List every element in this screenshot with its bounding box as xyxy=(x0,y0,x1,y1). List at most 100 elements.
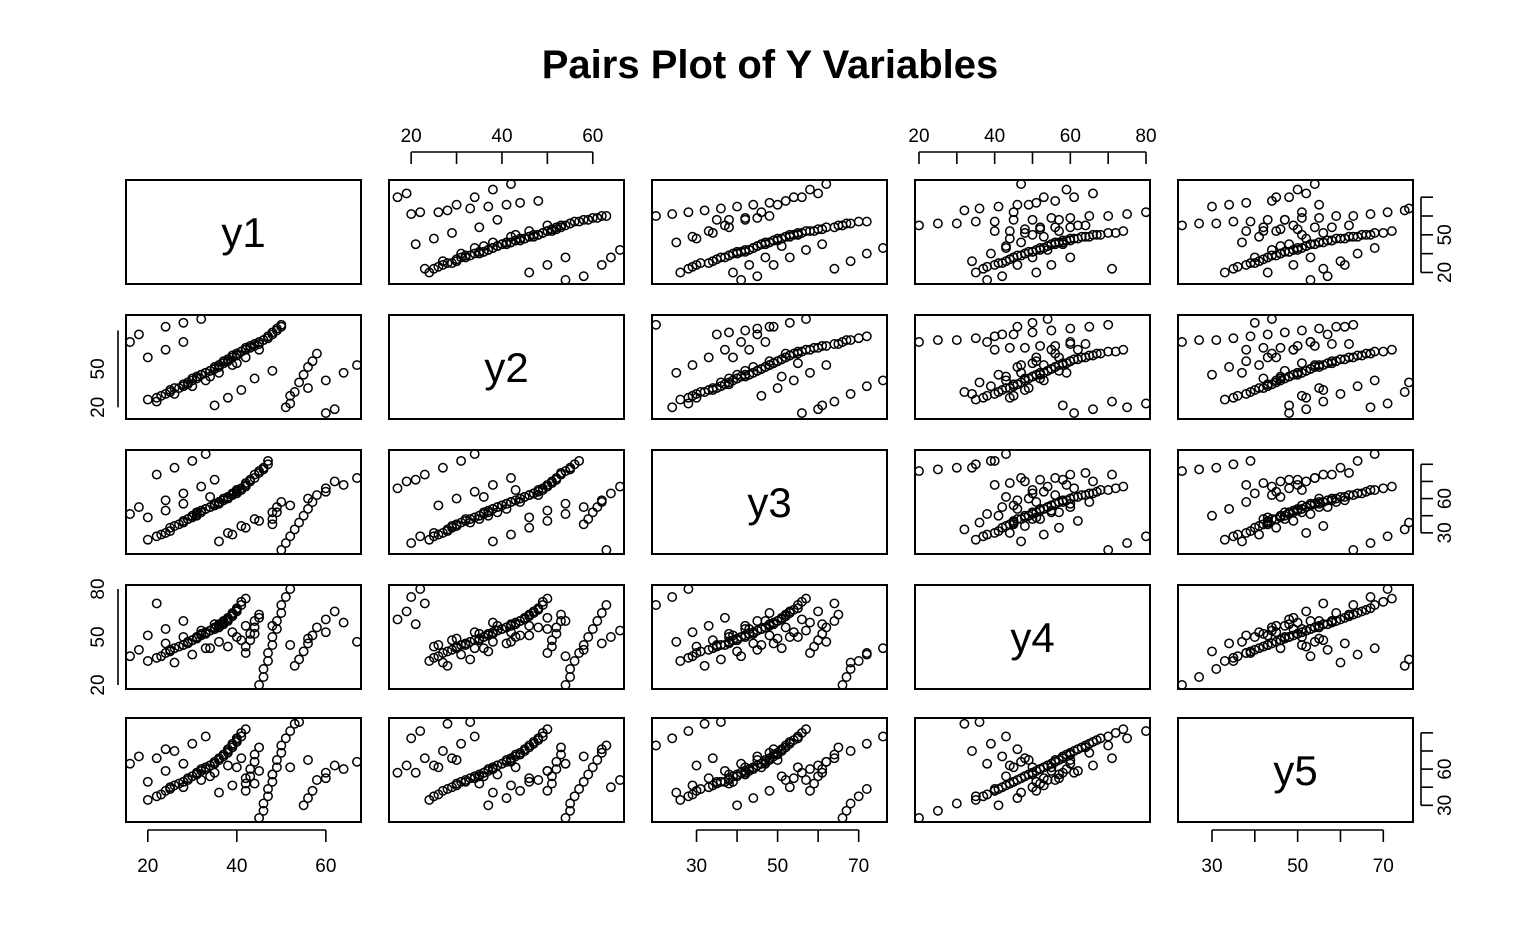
data-point xyxy=(1016,787,1027,798)
data-point xyxy=(736,758,747,769)
data-point xyxy=(1382,584,1393,594)
data-point xyxy=(853,333,864,344)
data-point xyxy=(200,731,211,742)
data-point xyxy=(1301,606,1312,617)
data-point xyxy=(1369,243,1380,253)
data-point xyxy=(320,767,331,778)
data-point xyxy=(196,775,207,785)
data-point xyxy=(307,785,318,796)
data-point xyxy=(565,218,576,229)
data-point xyxy=(1023,493,1034,504)
data-point xyxy=(1027,358,1038,369)
data-point xyxy=(1122,538,1133,549)
data-point xyxy=(1305,651,1316,662)
data-point xyxy=(240,342,251,353)
tick-label: 30 xyxy=(1435,522,1456,543)
data-point xyxy=(151,396,162,407)
data-point xyxy=(780,195,791,206)
data-point xyxy=(249,622,260,633)
data-point xyxy=(483,201,494,212)
data-point xyxy=(1279,327,1290,338)
data-point xyxy=(736,275,747,285)
data-point xyxy=(1046,259,1057,270)
data-point xyxy=(245,771,256,782)
data-point xyxy=(506,529,516,540)
data-point xyxy=(465,250,476,261)
data-point xyxy=(1031,512,1042,523)
data-point xyxy=(415,207,426,218)
data-point xyxy=(492,625,503,636)
data-point xyxy=(227,360,238,371)
data-point xyxy=(1301,404,1312,415)
data-point xyxy=(487,636,498,647)
data-point xyxy=(1008,329,1019,340)
data-point xyxy=(1314,199,1325,210)
data-point xyxy=(487,184,498,195)
data-point xyxy=(1275,241,1286,252)
data-point xyxy=(263,459,273,470)
data-point xyxy=(715,377,726,388)
data-point xyxy=(437,657,448,668)
data-point xyxy=(469,192,480,203)
data-point xyxy=(469,449,480,459)
data-point xyxy=(583,632,594,642)
data-point xyxy=(699,205,710,216)
data-point xyxy=(592,212,603,223)
data-point xyxy=(451,755,462,765)
data-point xyxy=(1339,638,1350,649)
data-point xyxy=(524,776,535,787)
data-point xyxy=(187,649,198,660)
data-point xyxy=(970,333,981,344)
data-point xyxy=(419,469,430,480)
data-point xyxy=(352,473,362,483)
data-point xyxy=(249,749,260,760)
data-point xyxy=(845,657,856,668)
data-point xyxy=(222,641,233,652)
data-point xyxy=(914,337,924,347)
data-point xyxy=(276,608,287,618)
data-point xyxy=(1322,271,1333,282)
data-point xyxy=(574,784,585,794)
data-point xyxy=(451,493,462,504)
data-point xyxy=(772,199,783,210)
data-point xyxy=(756,207,767,218)
data-point xyxy=(515,497,526,507)
data-point xyxy=(1301,641,1312,652)
data-point xyxy=(691,392,702,403)
data-point xyxy=(792,762,803,773)
panel-frame xyxy=(1177,179,1414,285)
data-point xyxy=(1382,207,1393,218)
data-point xyxy=(469,773,480,784)
data-point xyxy=(406,592,417,602)
data-point xyxy=(1065,469,1076,480)
data-point xyxy=(985,381,996,392)
data-point xyxy=(817,340,828,351)
data-point xyxy=(142,534,153,545)
data-point xyxy=(878,731,888,742)
data-point xyxy=(1344,609,1354,620)
data-point xyxy=(724,327,734,338)
data-point xyxy=(1326,339,1337,349)
data-point xyxy=(801,724,811,735)
data-point xyxy=(433,640,444,650)
data-point xyxy=(178,337,189,347)
data-point xyxy=(569,656,580,666)
panel-y2-y2: y2 xyxy=(388,314,625,420)
data-point xyxy=(428,791,439,802)
data-point xyxy=(1141,531,1151,542)
panel-y4-y4: y4 xyxy=(914,584,1151,690)
data-point xyxy=(556,749,566,760)
data-point xyxy=(1054,226,1064,237)
data-point xyxy=(1141,726,1151,737)
data-point xyxy=(1288,624,1299,634)
data-point xyxy=(169,388,180,399)
panel-y3-y2 xyxy=(388,449,625,555)
data-point xyxy=(764,211,775,221)
data-point xyxy=(469,243,480,253)
data-point xyxy=(160,505,171,516)
data-point xyxy=(748,199,759,210)
data-point xyxy=(1027,252,1038,263)
data-point xyxy=(728,630,738,641)
data-point xyxy=(740,365,751,376)
